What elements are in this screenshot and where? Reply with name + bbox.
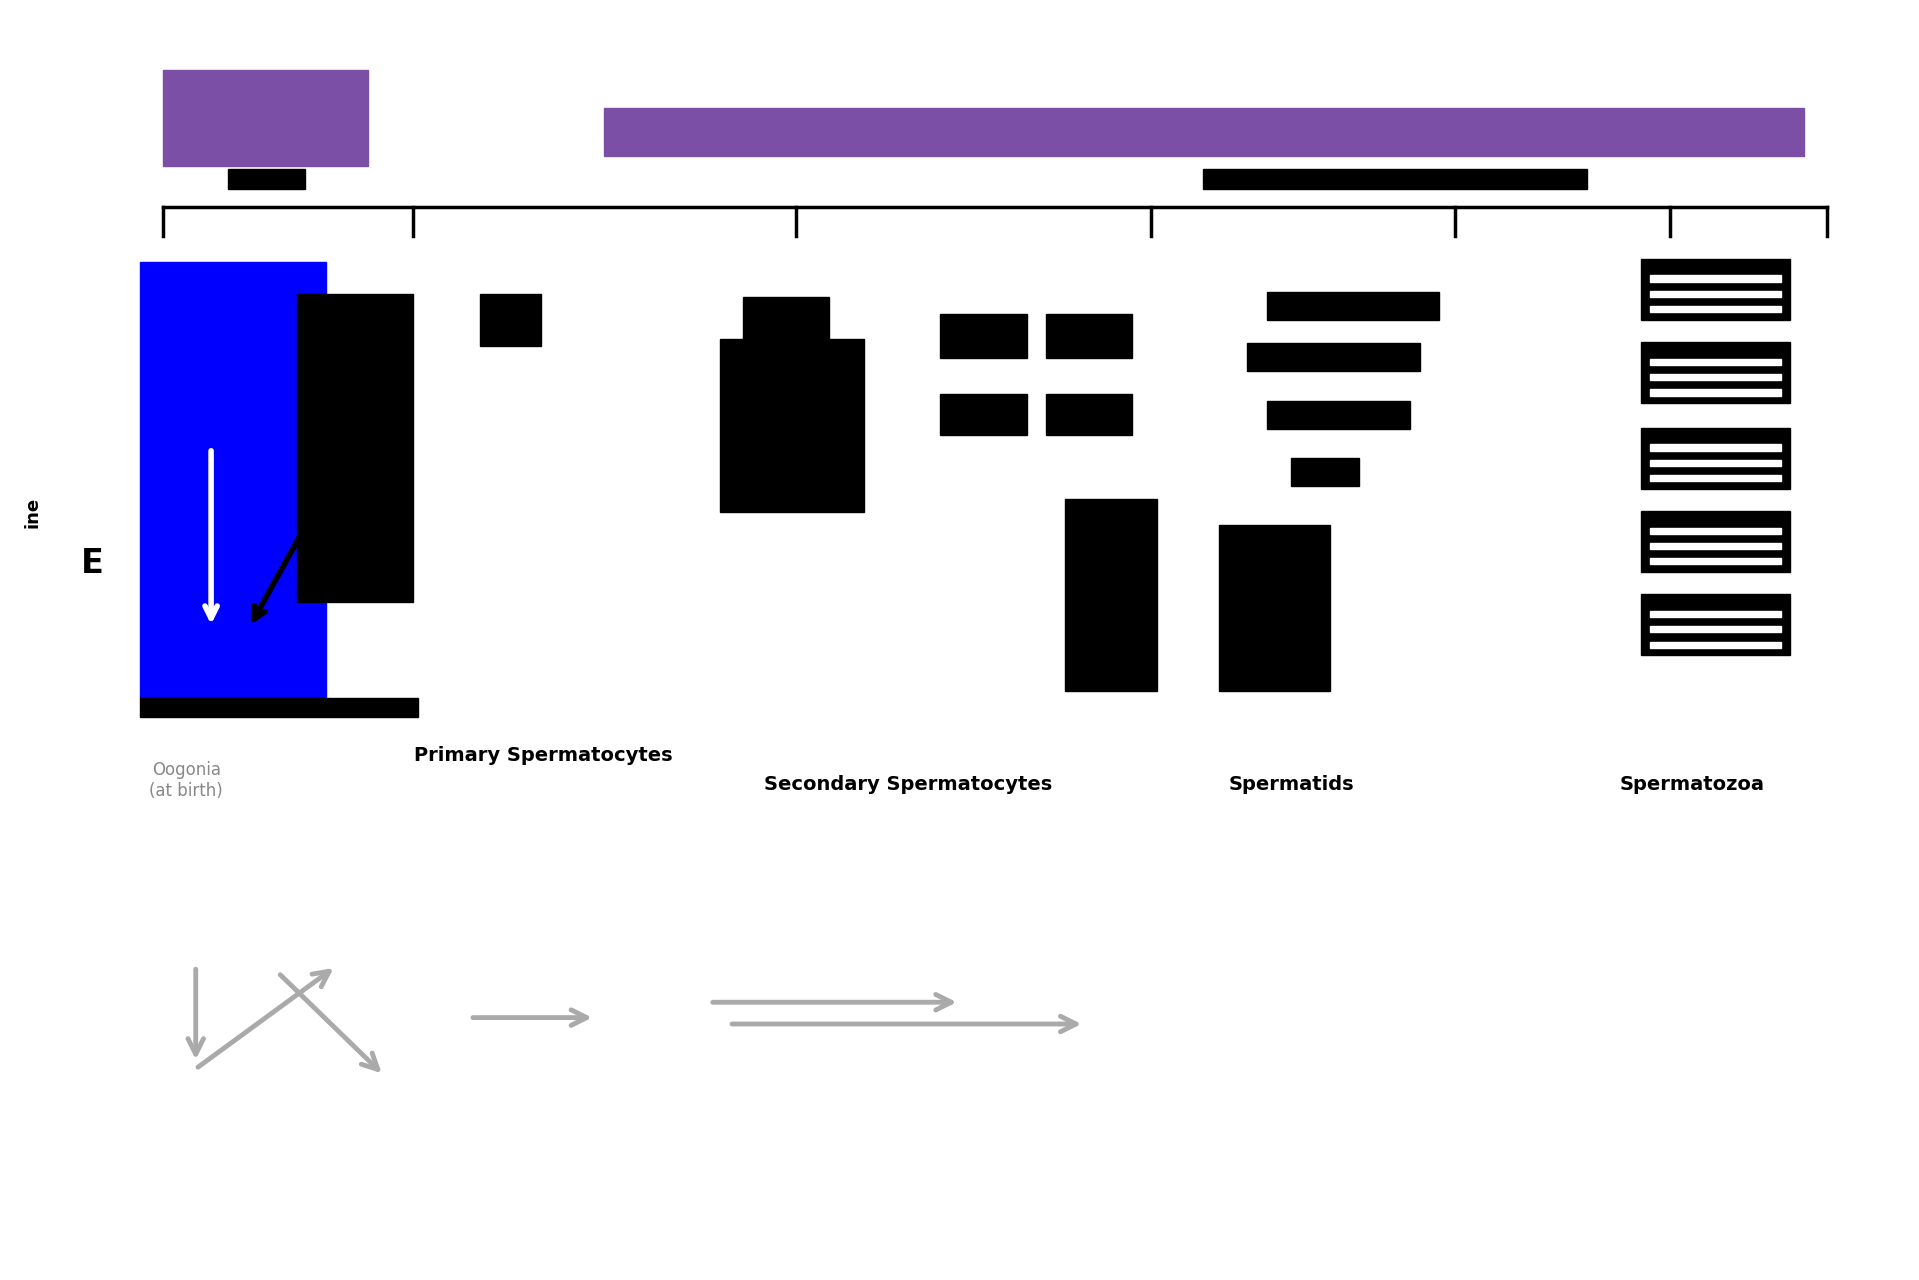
Bar [1065,499,1157,691]
Bar [1650,291,1781,297]
Bar [1650,558,1781,564]
Text: Secondary Spermatocytes: Secondary Spermatocytes [764,776,1052,794]
Bar [1247,343,1420,371]
Bar [297,294,413,602]
Bar [1650,374,1781,380]
Text: Spermatids: Spermatids [1228,776,1355,794]
Bar [1650,306,1781,312]
Bar [1219,525,1330,691]
Bar [1641,594,1790,655]
Bar [1650,475,1781,481]
Bar [140,262,326,698]
Bar [480,294,541,346]
Bar [1650,275,1781,282]
Bar [1650,641,1781,648]
Text: Spermatozoa: Spermatozoa [1620,776,1765,794]
Bar [1650,527,1781,534]
Bar [1650,460,1781,466]
Bar [228,169,305,189]
Bar [720,339,864,512]
Bar [1267,401,1410,429]
Bar [940,314,1027,358]
Bar [1641,342,1790,403]
Bar [1641,511,1790,572]
Text: Primary Spermatocytes: Primary Spermatocytes [415,746,672,764]
Text: E: E [81,547,104,580]
Bar [1291,458,1359,486]
Bar [1650,611,1781,617]
Bar [1046,394,1132,435]
Bar [163,70,368,166]
Bar [1650,389,1781,396]
Text: Oogonia
(at birth): Oogonia (at birth) [150,762,223,800]
Bar [1046,314,1132,358]
Bar [743,297,829,346]
Bar [1267,292,1439,320]
Bar [140,698,418,717]
Bar [940,394,1027,435]
Bar [1641,259,1790,320]
Bar [1650,444,1781,451]
Bar [1650,543,1781,549]
Bar [604,108,1804,156]
Bar [1650,626,1781,632]
Bar [1650,358,1781,365]
Bar [1203,169,1587,189]
Bar [1641,428,1790,489]
Text: ine: ine [23,497,42,527]
